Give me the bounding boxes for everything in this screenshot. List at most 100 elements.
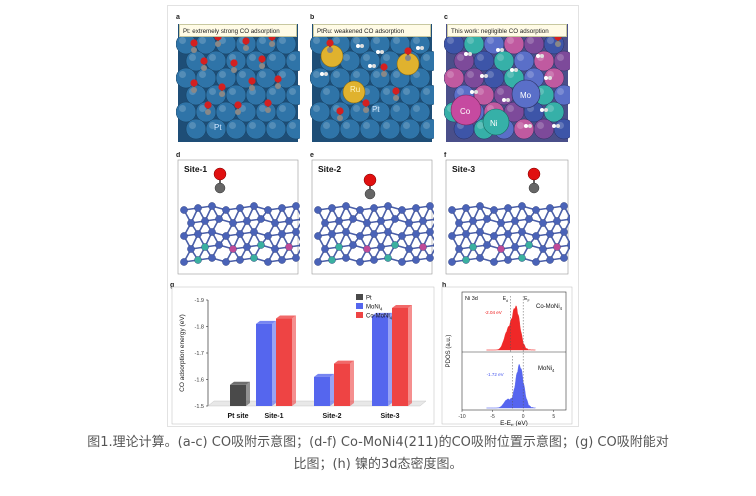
o-atom [527,167,541,181]
d-center-annotation: -1.72 eV [487,372,504,377]
lattice-atom [314,232,322,240]
lattice-atom [405,219,413,227]
x-tick-label: -10 [458,414,465,420]
pt-surface-illustration: Pt [176,24,300,142]
panel-letter: f [444,152,447,159]
alloy-atom [444,33,465,55]
marker-label: EF [524,296,529,303]
lattice-atom [518,202,526,210]
lattice-atom [377,243,385,251]
bar-top [276,315,296,319]
panel-b: b Ru Pt PtRu: weakened CO adsorption [310,14,434,144]
surface-atom [409,67,431,89]
surface-atom [379,118,401,140]
legend-swatch [356,294,363,300]
alloy-atom [533,118,555,140]
bar-side [330,373,334,406]
label-ni: Ni [490,119,498,128]
caption-line-2: 比图；(h) 镍的3d态密度图。 [293,457,463,472]
alloy-atom [483,67,505,89]
lattice-atom [349,241,357,249]
lattice-atom [462,204,470,212]
lattice-atom [567,241,570,249]
alloy-atom [463,33,485,55]
lattice-atom [243,217,251,225]
panel-title: PtRu: weakened CO adsorption [313,24,431,37]
lattice-atom [229,219,237,227]
h-atom [372,64,376,68]
o-atom [248,77,256,85]
lattice-atom [433,216,434,222]
o-atom [200,57,208,65]
site-3-structure [445,159,570,275]
bar [276,318,292,406]
lattice-atom [426,228,434,236]
legend-label: Pt [366,296,372,302]
h-atom [380,50,384,54]
lattice-atom [462,256,470,264]
alloy-atom [553,84,570,106]
panel-letter: c [444,14,448,21]
lattice-atom [476,254,484,262]
h-atom [514,68,518,72]
surface-atom [205,50,227,72]
lattice-atom [476,202,484,210]
panel-letter: e [310,152,314,159]
c-atom [191,87,197,93]
lattice-atom [469,243,477,251]
x-tick-label: Site-3 [380,413,399,420]
lattice-atom [243,243,251,251]
lattice-atom [490,232,498,240]
surface-atom [389,101,411,123]
c-atom [205,109,211,115]
lattice-atom [271,219,279,227]
h-atom [528,124,532,128]
x-tick-label: Pt site [227,413,248,420]
alloy-atom [523,33,545,55]
bar-top [334,360,354,364]
lattice-atom [567,215,570,223]
lattice-atom [187,219,195,227]
lattice-atom [497,219,505,227]
panel-letter: d [176,152,181,159]
lattice-atom [391,241,399,249]
lattice-atom [546,256,554,264]
lattice-atom [553,217,561,225]
panel-letter: b [310,14,315,21]
c-atom [364,188,376,200]
y-axis-label: CO adsorption energy (eV) [179,314,186,392]
o-atom [258,55,266,63]
surface-atom [409,33,431,55]
lattice-atom [292,202,300,210]
c-atom [381,71,387,77]
lattice-atom [222,258,230,266]
lattice-atom [335,217,343,225]
lattice-atom [560,202,568,210]
bar [392,307,408,406]
y-tick-label: -1.9 [195,298,204,304]
o-atom [326,39,334,47]
surface-atom [275,33,297,55]
x-tick-label: 0 [522,414,525,420]
lattice-atom [314,258,322,266]
lattice-atom [511,217,519,225]
lattice-atom [278,256,286,264]
panel-c: c Co Mo Ni This work: negligible CO adso… [444,14,570,144]
label-pt: Pt [214,123,222,132]
lattice-atom [250,202,258,210]
alloy-atom [513,118,535,140]
lattice-atom [335,243,343,251]
bar-top [256,320,276,324]
lattice-atom [356,232,364,240]
o-atom [362,99,370,107]
h-atom [544,76,548,80]
lattice-atom [546,230,554,238]
lattice-atom [187,245,195,253]
lattice-atom [497,245,505,253]
lattice-atom [462,230,470,238]
h-atom [506,98,510,102]
lattice-atom [342,202,350,210]
lattice-atom [363,219,371,227]
o-atom [264,99,272,107]
lattice-atom [448,206,456,214]
